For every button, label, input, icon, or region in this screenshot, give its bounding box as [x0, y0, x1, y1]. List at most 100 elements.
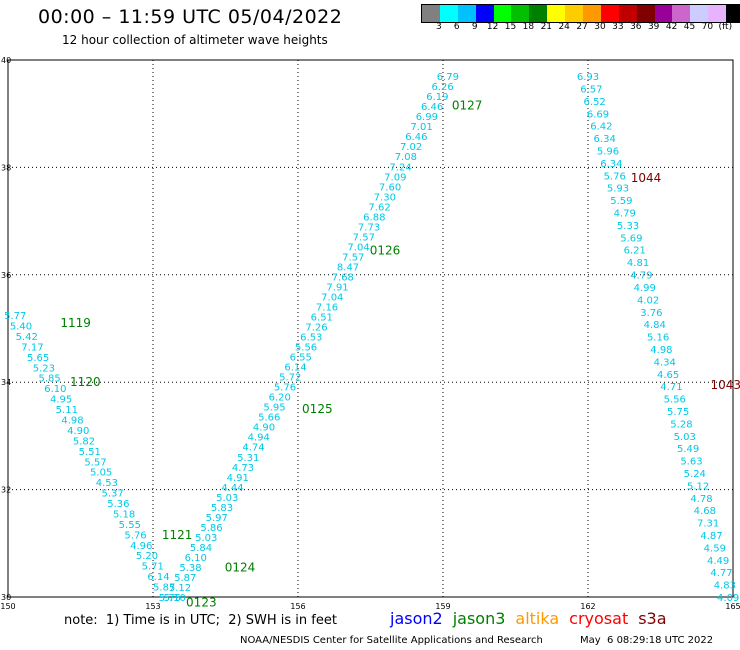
color-scale-label: 27	[576, 22, 588, 32]
wave-height-value: 5.16	[647, 333, 669, 344]
wave-height-value: 6.42	[590, 122, 612, 133]
wave-height-value: 5.51	[79, 447, 101, 458]
wave-height-value: 5.36	[107, 499, 129, 510]
color-scale-bar	[421, 4, 740, 23]
latitude-tick-label: 30	[1, 593, 11, 602]
color-scale-label: 45	[683, 22, 696, 32]
wave-height-value: 6.26	[431, 82, 453, 93]
wave-height-value: 6.93	[577, 72, 599, 83]
wave-height-value: 4.84	[644, 320, 666, 331]
wave-height-value: 6.46	[421, 102, 443, 113]
color-swatch	[529, 5, 548, 22]
wave-height-value: 4.73	[232, 463, 254, 474]
wave-height-value: 5.72	[279, 373, 301, 384]
color-swatch	[511, 5, 530, 22]
color-scale-label: 21	[540, 22, 553, 32]
wave-height-value: 4.53	[96, 478, 118, 489]
wave-height-value: 4.77	[710, 568, 732, 579]
color-scale-label: 12	[486, 22, 499, 32]
wave-height-value: 5.56	[295, 343, 317, 354]
color-swatch	[690, 5, 709, 22]
wave-height-value: 4.79	[630, 271, 652, 282]
mission-legend-item: altika	[515, 609, 560, 628]
wave-height-value: 7.62	[368, 202, 390, 213]
longitude-tick-label: 156	[290, 602, 305, 611]
wave-height-value: 5.84	[190, 543, 212, 554]
wave-height-value: 6.79	[437, 72, 459, 83]
wave-height-value: 3.76	[640, 308, 662, 319]
wave-height-value: 4.65	[657, 370, 679, 381]
generation-timestamp: May 6 08:29:18 UTC 2022	[580, 635, 714, 646]
wave-height-value: 7.91	[326, 282, 348, 293]
color-scale-label: 18	[522, 22, 535, 32]
wave-height-value: 4.71	[660, 382, 682, 393]
color-swatch	[475, 5, 494, 22]
wave-height-value: 5.49	[677, 444, 699, 455]
wave-height-value: 4.68	[694, 506, 716, 517]
wave-height-value: 8.47	[337, 262, 359, 273]
wave-height-value: 5.97	[206, 513, 228, 524]
color-scale-label: 33	[612, 22, 624, 32]
wave-height-value: 5.37	[101, 489, 123, 500]
pass-time-label: 1044	[631, 171, 662, 185]
wave-height-value: 5.59	[610, 196, 632, 207]
color-swatch	[672, 5, 691, 22]
pass-time-label: 0123	[186, 595, 217, 609]
color-swatch	[600, 5, 619, 22]
wave-height-value: 5.96	[597, 147, 619, 158]
chart-subtitle: 12 hour collection of altimeter wave hei…	[62, 33, 328, 47]
wave-height-value: 5.03	[195, 533, 217, 544]
wave-height-value: 5.10	[164, 593, 186, 604]
wave-height-value: 4.02	[637, 295, 659, 306]
pass-time-label: 1120	[70, 375, 101, 389]
color-swatch	[654, 5, 673, 22]
wave-height-value: 5.76	[274, 383, 296, 394]
color-scale-label: 3	[436, 22, 442, 32]
chart-title: 00:00 – 11:59 UTC 05/04/2022	[38, 6, 343, 28]
wave-height-value: 5.95	[263, 403, 285, 414]
wave-height-value: 7.26	[305, 323, 327, 334]
wave-height-value: 4.74	[242, 443, 264, 454]
color-swatch	[457, 5, 476, 22]
mission-legend-item: cryosat	[569, 609, 629, 628]
wave-height-value: 5.38	[179, 563, 201, 574]
wave-height-value: 6.55	[290, 353, 312, 364]
pass-time-label: 0124	[225, 560, 256, 574]
wave-height-value: 7.04	[321, 292, 343, 303]
wave-height-value: 5.12	[687, 481, 709, 492]
latitude-tick-label: 36	[1, 271, 11, 280]
wave-height-value: 5.75	[667, 407, 689, 418]
color-swatch	[439, 5, 458, 22]
wave-height-value: 6.53	[300, 333, 322, 344]
wave-height-value: 6.69	[587, 109, 609, 120]
wave-height-value: 6.34	[594, 134, 616, 145]
wave-height-value: 7.57	[353, 232, 375, 243]
latitude-tick-label: 32	[1, 486, 11, 495]
color-scale-label: 15	[504, 22, 517, 32]
wave-height-value: 5.71	[142, 562, 164, 573]
wave-height-value: 5.03	[674, 432, 696, 443]
wave-height-value: 7.02	[400, 142, 422, 153]
pass-time-label: 0125	[302, 402, 333, 416]
color-scale-label: 6	[453, 22, 460, 32]
wave-height-value: 5.86	[200, 523, 222, 534]
wave-height-value: 4.79	[614, 209, 636, 220]
wave-height-value: 4.98	[650, 345, 672, 356]
map-frame	[7, 59, 734, 598]
latitude-tick-label: 34	[1, 378, 11, 387]
wave-height-value: 7.24	[389, 162, 411, 173]
wave-height-value: 7.30	[374, 192, 396, 203]
wave-height-value: 6.57	[580, 85, 602, 96]
color-scale-label: 24	[558, 22, 570, 32]
pass-time-label: 1119	[60, 316, 91, 330]
wave-height-value: 5.76	[604, 171, 626, 182]
wave-height-value: 5.05	[90, 468, 112, 479]
wave-height-value: 4.44	[221, 483, 243, 494]
longitude-tick-label: 162	[580, 602, 595, 611]
wave-height-value: 5.63	[680, 457, 702, 468]
pass-time-label: 1043	[710, 378, 740, 392]
wave-height-value: 6.20	[269, 393, 291, 404]
longitude-tick-label: 153	[145, 602, 160, 611]
mission-legend-item: jason3	[452, 609, 506, 628]
